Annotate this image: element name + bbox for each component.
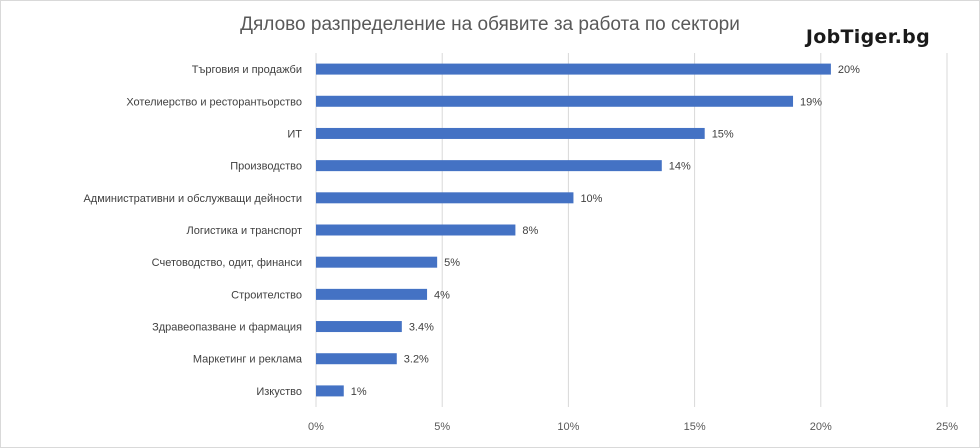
category-label: Административни и обслужващи дейности (83, 193, 302, 205)
bar (316, 127, 705, 139)
jobtiger-logo: JobTiger.bg (805, 26, 930, 48)
category-label: Строителство (231, 289, 302, 301)
data-label: 15% (712, 128, 734, 140)
bar (316, 63, 831, 75)
category-label: Изкуство (256, 386, 302, 398)
category-label: Маркетинг и реклама (193, 354, 303, 366)
bars (316, 63, 831, 397)
category-label: Логистика и транспорт (187, 225, 302, 237)
x-tick-label: 5% (434, 421, 450, 433)
bar (316, 192, 574, 204)
bar (316, 256, 438, 268)
data-label: 19% (800, 96, 822, 108)
x-axis-ticks: 0% 5% 10% 15% 20% 25% (308, 421, 958, 433)
data-label: 4% (434, 289, 450, 301)
gridlines (315, 53, 948, 407)
category-label: Счетоводство, одит, финанси (152, 257, 302, 269)
bar (316, 353, 397, 365)
category-label: ИТ (287, 128, 302, 140)
category-label: Търговия и продажби (192, 64, 302, 76)
bar (316, 288, 428, 300)
x-tick-label: 15% (684, 421, 706, 433)
category-label: Здравеопазване и фармация (152, 322, 302, 334)
x-tick-label: 25% (936, 421, 958, 433)
data-label: 20% (838, 64, 860, 76)
data-label: 5% (444, 257, 460, 269)
data-label: 8% (522, 225, 538, 237)
category-label: Хотелиерство и ресторантьорство (126, 96, 302, 108)
data-label: 1% (351, 386, 367, 398)
bar (316, 385, 344, 397)
x-tick-label: 0% (308, 421, 324, 433)
data-label: 14% (669, 161, 691, 173)
data-label: 3.2% (404, 354, 429, 366)
category-label: Производство (230, 161, 302, 173)
bar (316, 321, 402, 333)
chart-title: Дялово разпределение на обявите за работ… (240, 14, 740, 35)
data-labels: 20% 19% 15% 14% 10% 8% 5% 4% 3.4% 3.2% 1% (351, 64, 860, 398)
bar (316, 160, 662, 172)
bar (316, 95, 794, 107)
data-label: 3.4% (409, 322, 434, 334)
category-labels: Търговия и продажби Хотелиерство и рестор… (83, 64, 302, 398)
x-tick-label: 20% (810, 421, 832, 433)
x-tick-label: 10% (557, 421, 579, 433)
bar (316, 224, 516, 236)
data-label: 10% (580, 193, 602, 205)
